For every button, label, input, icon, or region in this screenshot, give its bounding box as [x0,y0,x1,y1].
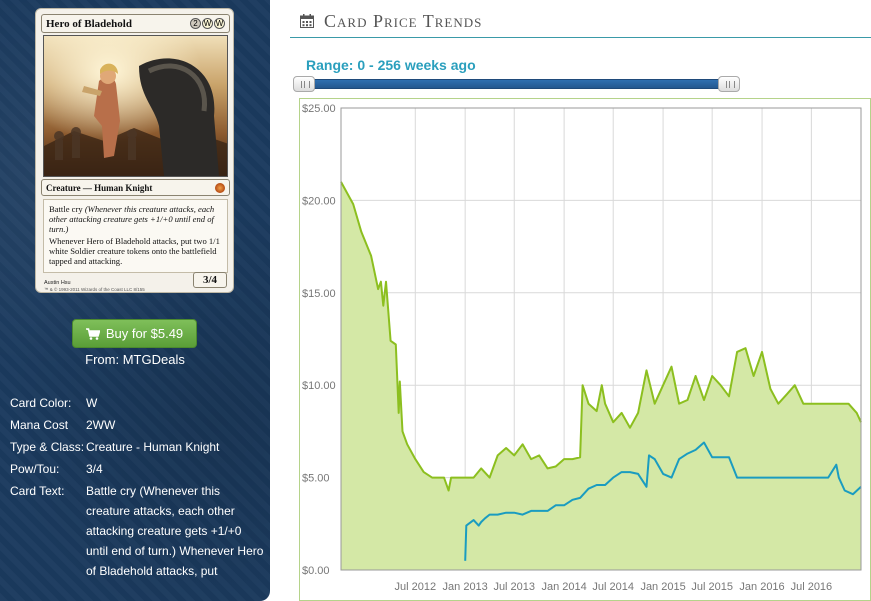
detail-key: Type & Class: [10,440,85,454]
detail-row-type: Type & Class: Creature - Human Knight [10,440,265,455]
header-divider [290,37,871,38]
card-sidebar: Hero of Bladehold 2 W W [0,0,270,601]
card-text-box: Battle cry (Whenever this creature attac… [43,199,228,273]
card-type-line: Creature — Human Knight [46,182,153,193]
y-tick-label: $5.00 [302,473,330,485]
series-line-1 [464,441,862,561]
range-slider-handle-start[interactable] [293,76,315,92]
x-tick-label: Jul 2016 [791,581,833,593]
card-details: Card Color: W Mana Cost 2WW Type & Class… [10,396,265,588]
detail-value: W [86,396,98,410]
card-rules-ability: Whenever Hero of Bladehold attacks, put … [49,236,220,266]
card-image: Hero of Bladehold 2 W W [35,8,234,293]
card-artwork-illustration [44,36,227,176]
mana-symbol-white: W [202,18,213,29]
x-tick-label: Jul 2012 [394,581,436,593]
card-title-bar: Hero of Bladehold 2 W W [41,14,230,33]
detail-value: Creature - Human Knight [86,440,220,454]
calendar-icon [300,14,314,28]
card-copyright: ™ & © 1993-2011 Wizards of the Coast LLC… [44,287,145,292]
detail-row-card-text: Card Text: Battle cry (Whenever this cre… [10,484,265,581]
card-rules-battle-cry: Battle cry (Whenever this creature attac… [49,204,222,234]
y-tick-label: $0.00 [302,565,330,577]
detail-key: Card Text: [10,484,65,498]
detail-value: 3/4 [86,462,103,476]
series-line-0 [340,181,862,492]
range-slider-track[interactable] [293,79,740,89]
detail-value: Battle cry (Whenever this creature attac… [86,484,264,578]
x-tick-label: Jan 2016 [739,581,784,593]
detail-key: Card Color: [10,396,72,410]
section-title: Card Price Trends [324,10,483,31]
buy-button-label: Buy for $5.49 [105,326,184,341]
card-reminder-text: (Whenever this creature attacks, each ot… [49,204,215,234]
x-tick-label: Jan 2013 [443,581,488,593]
y-tick-label: $15.00 [302,288,336,300]
x-tick-label: Jan 2015 [640,581,685,593]
price-chart: $0.00 $5.00 $10.00 $15.00 $20.00 $25.00 Jul 2… [299,98,871,601]
range-slider[interactable] [293,76,740,92]
set-symbol-icon [215,182,225,193]
y-tick-label: $20.00 [302,195,336,207]
mana-cost-symbols: 2 W W [190,18,225,29]
card-power-toughness: 3/4 [193,272,227,288]
card-name: Hero of Bladehold [46,17,132,30]
detail-key: Pow/Tou: [10,462,60,476]
range-slider-handle-end[interactable] [718,76,740,92]
y-tick-label: $10.00 [302,380,336,392]
x-tick-label: Jul 2014 [592,581,634,593]
detail-row-pow-tou: Pow/Tou: 3/4 [10,462,265,477]
detail-row-color: Card Color: W [10,396,265,411]
x-tick-label: Jul 2015 [691,581,733,593]
seller-label: From: MTGDeals [85,352,185,367]
y-tick-label: $25.00 [302,103,336,115]
mana-symbol-white: W [214,18,225,29]
plot-area-border [340,107,862,571]
detail-value: 2WW [86,418,116,432]
mana-symbol-generic: 2 [190,18,201,29]
price-chart-svg: $0.00 $5.00 $10.00 $15.00 $20.00 $25.00 Jul 2… [299,98,871,601]
card-type-bar: Creature — Human Knight [41,179,230,196]
series-area-fill-0 [341,181,861,570]
card-artist: Austin Hsu [44,280,71,286]
buy-button[interactable]: Buy for $5.49 [72,319,197,348]
card-artwork [43,35,228,177]
range-label: Range: 0 - 256 weeks ago [306,57,476,73]
shopping-cart-icon [85,327,100,340]
x-tick-label: Jul 2013 [493,581,535,593]
detail-row-mana-cost: Mana Cost 2WW [10,418,265,433]
price-trends-header: Card Price Trends [300,8,871,34]
card-keyword: Battle cry [49,204,83,214]
detail-key: Mana Cost [10,418,69,432]
x-tick-label: Jan 2014 [541,581,586,593]
